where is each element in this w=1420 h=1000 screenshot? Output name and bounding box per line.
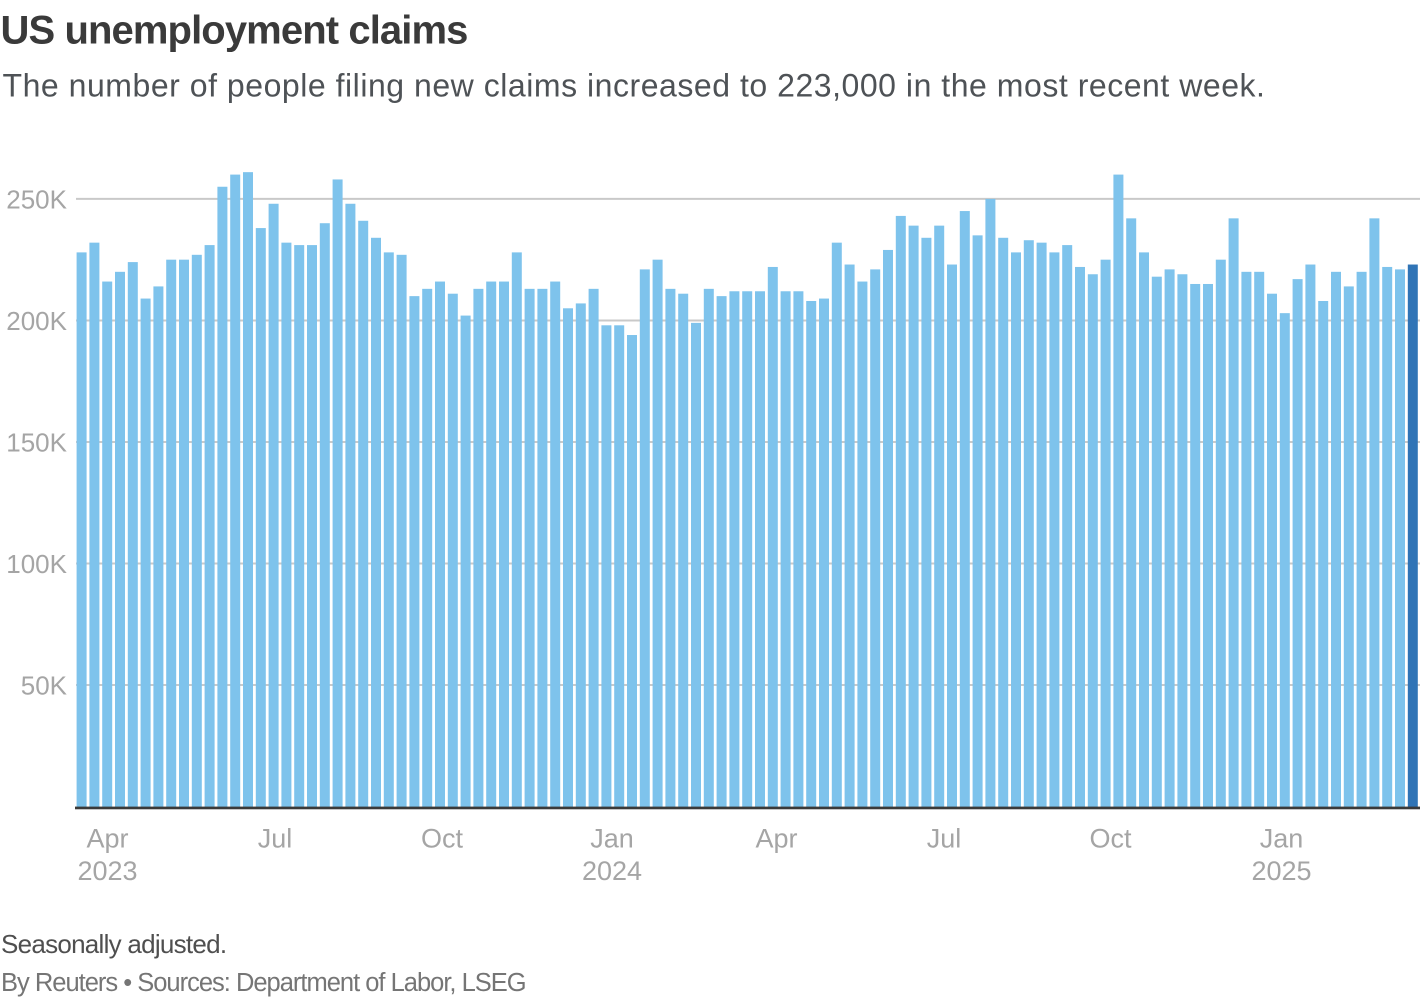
svg-text:Oct: Oct xyxy=(1089,824,1132,854)
svg-text:By Reuters • Sources: Departme: By Reuters • Sources: Department of Labo… xyxy=(1,969,526,997)
svg-text:150K: 150K xyxy=(6,427,67,457)
svg-text:2024: 2024 xyxy=(582,856,642,886)
svg-text:Apr: Apr xyxy=(755,824,797,854)
svg-text:2023: 2023 xyxy=(77,856,137,886)
svg-text:250K: 250K xyxy=(6,184,67,214)
svg-text:Apr: Apr xyxy=(86,824,128,854)
svg-text:200K: 200K xyxy=(6,306,67,336)
svg-text:Oct: Oct xyxy=(421,824,464,854)
svg-text:Jul: Jul xyxy=(258,824,293,854)
svg-text:Seasonally adjusted.: Seasonally adjusted. xyxy=(1,929,226,959)
svg-text:Jan: Jan xyxy=(590,824,634,854)
svg-text:100K: 100K xyxy=(6,549,67,579)
svg-text:US unemployment claims: US unemployment claims xyxy=(1,9,468,53)
svg-text:Jan: Jan xyxy=(1260,824,1304,854)
svg-text:2025: 2025 xyxy=(1251,856,1311,886)
svg-text:Jul: Jul xyxy=(927,824,962,854)
svg-text:The number of people filing ne: The number of people filing new claims i… xyxy=(3,67,1266,103)
svg-text:50K: 50K xyxy=(21,671,68,701)
